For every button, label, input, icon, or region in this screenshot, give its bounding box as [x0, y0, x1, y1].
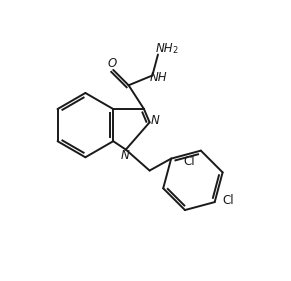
Text: Cl: Cl [222, 194, 234, 207]
Text: NH: NH [155, 42, 173, 55]
Text: NH: NH [150, 71, 167, 84]
Text: Cl: Cl [183, 155, 195, 168]
Text: N: N [150, 114, 159, 126]
Text: O: O [107, 57, 116, 70]
Text: 2: 2 [173, 46, 178, 55]
Text: N: N [121, 149, 129, 162]
